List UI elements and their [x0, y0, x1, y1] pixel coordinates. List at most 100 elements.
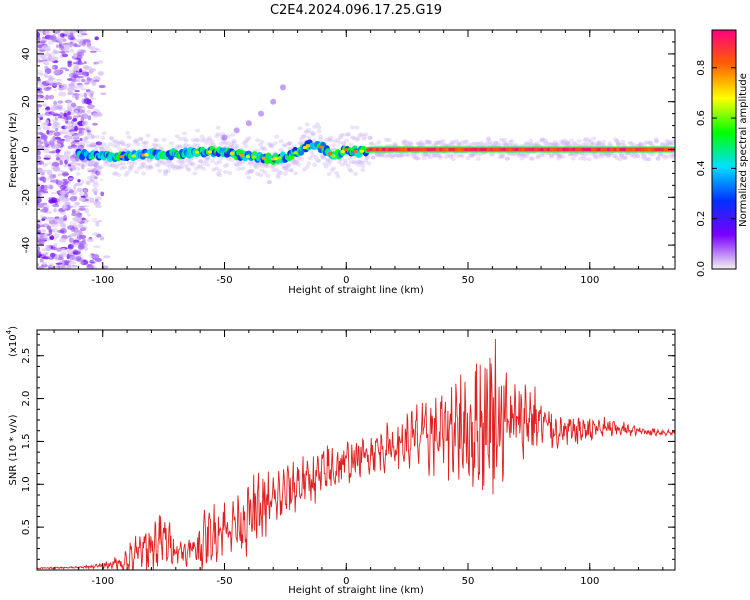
- noise-speckle: [68, 177, 74, 180]
- ridge-halo: [95, 168, 101, 173]
- noise-speckle: [40, 171, 45, 176]
- noise-speckle: [91, 81, 97, 87]
- ridge-halo: [243, 139, 249, 144]
- ridge-halo: [198, 165, 204, 170]
- noise-speckle: [39, 209, 46, 213]
- ridge-halo: [548, 154, 554, 159]
- ridge-halo: [585, 143, 591, 148]
- noise-speckle: [83, 246, 88, 251]
- noise-speckle: [77, 133, 84, 137]
- noise-speckle: [55, 247, 63, 252]
- noise-speckle: [95, 141, 103, 146]
- noise-speckle: [70, 81, 76, 85]
- ridge-halo: [224, 162, 230, 167]
- ridge-halo: [193, 138, 199, 143]
- noise-speckle: [37, 131, 43, 135]
- ridge-halo: [147, 159, 153, 164]
- ridge-halo: [443, 143, 449, 148]
- noise-speckle: [72, 85, 78, 91]
- ridge-halo: [296, 162, 302, 167]
- ridge-halo: [550, 141, 556, 146]
- ridge-halo: [442, 142, 448, 147]
- ridge-halo: [98, 165, 104, 170]
- ridge-halo: [341, 142, 347, 147]
- ridge-halo: [572, 152, 578, 157]
- snr-series: [37, 339, 675, 570]
- ridge-halo: [665, 154, 671, 159]
- ridge-halo: [304, 122, 310, 127]
- noise-speckle: [75, 95, 79, 101]
- noise-speckle: [59, 190, 68, 195]
- ridge-halo: [566, 142, 572, 147]
- ridge-halo: [326, 171, 332, 176]
- ridge-halo: [525, 151, 531, 156]
- noise-speckle: [67, 111, 71, 116]
- ridge-peak: [559, 147, 564, 152]
- noise-speckle: [43, 138, 48, 145]
- ridge-halo: [389, 153, 395, 158]
- noise-speckle: [41, 218, 46, 222]
- noise-speckle: [37, 90, 44, 94]
- noise-speckle: [46, 35, 55, 41]
- ridge-halo: [114, 163, 120, 168]
- ridge-halo: [315, 158, 321, 163]
- noise-speckle: [91, 187, 99, 194]
- ridge-halo: [206, 137, 212, 142]
- snr-multiplier: (x104): [5, 326, 19, 357]
- ridge-halo: [259, 139, 265, 144]
- noise-speckle: [60, 83, 67, 90]
- snr-xlabel: Height of straight line (km): [288, 585, 424, 596]
- ridge-halo: [374, 153, 380, 158]
- ridge-halo: [360, 164, 366, 169]
- ridge-peak: [239, 153, 244, 157]
- ridge-halo: [174, 145, 180, 150]
- noise-speckle: [91, 253, 100, 260]
- ridge-peak: [277, 156, 282, 160]
- ridge-halo: [404, 152, 410, 157]
- ridge-halo: [497, 155, 503, 160]
- ridge-halo: [269, 164, 275, 169]
- noise-speckle: [42, 59, 48, 62]
- ridge-halo: [253, 165, 259, 170]
- ridge-peak: [375, 147, 380, 152]
- ridge-peak: [416, 147, 422, 152]
- ridge-halo: [161, 137, 167, 142]
- noise-speckle: [55, 148, 61, 154]
- noise-speckle: [52, 233, 60, 240]
- ridge-halo: [179, 160, 185, 165]
- noise-speckle: [89, 260, 98, 264]
- ridge-halo: [164, 162, 170, 167]
- noise-speckle: [43, 184, 49, 191]
- noise-speckle: [45, 245, 52, 251]
- noise-speckle: [89, 78, 93, 81]
- ridge-halo: [418, 141, 424, 146]
- noise-speckle: [97, 71, 104, 76]
- noise-speckle: [37, 31, 41, 38]
- ridge-halo: [120, 142, 126, 147]
- noise-speckle: [82, 238, 86, 243]
- noise-speckle: [89, 45, 96, 51]
- ridge-peak: [397, 147, 403, 152]
- noise-speckle: [76, 112, 81, 116]
- noise-speckle: [55, 128, 59, 132]
- ridge-peak: [369, 147, 374, 152]
- ridge-halo: [183, 163, 189, 168]
- ridge-halo: [559, 139, 565, 144]
- noise-speckle: [97, 59, 104, 64]
- ridge-halo: [648, 152, 654, 157]
- ridge-halo: [405, 153, 411, 158]
- ridge-halo: [272, 141, 278, 146]
- ridge-halo: [222, 141, 228, 146]
- ridge-halo: [94, 161, 100, 166]
- noise-speckle: [93, 61, 100, 65]
- ridge-halo: [222, 164, 228, 169]
- ridge-halo: [367, 135, 373, 140]
- ridge-peak: [378, 147, 384, 152]
- ridge-halo: [301, 134, 307, 139]
- ridge-halo: [331, 143, 337, 148]
- colorbar-gradient: [712, 30, 736, 269]
- ridge-halo: [557, 154, 563, 159]
- noise-speckle: [38, 48, 46, 52]
- ridge-peak: [650, 147, 656, 152]
- ridge-halo: [184, 166, 190, 171]
